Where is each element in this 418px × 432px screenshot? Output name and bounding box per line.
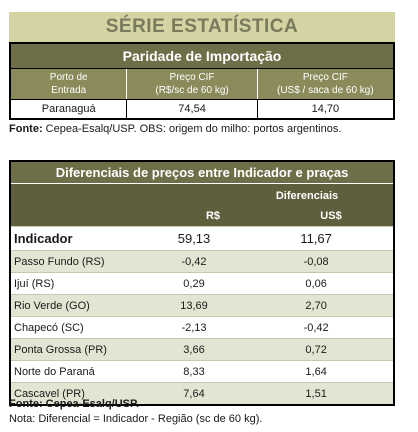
value-usd: -0,08 [303, 255, 329, 268]
table-row: Chapecó (SC) -2,13 -0,42 [11, 316, 393, 338]
value-rs: 3,66 [183, 343, 205, 356]
value-usd: 0,06 [305, 277, 327, 290]
price-differentials-table: Diferenciais de preços entre Indicador e… [9, 160, 395, 406]
value-rs: 59,13 [177, 231, 211, 246]
region-name: Ponta Grossa (PR) [14, 343, 107, 356]
table-row: Cascavel (PR) 7,64 1,51 [11, 382, 393, 404]
port-name: Paranaguá [41, 103, 96, 115]
group-header: Diferenciais [275, 190, 339, 202]
footer-notes: Fonte: Cepea-Esalq/USP. Nota: Diferencia… [9, 397, 262, 427]
differentials-header: Diferenciais R$ US$ [11, 183, 393, 226]
col-rs: R$ [205, 210, 221, 222]
value-rs: 0,29 [183, 277, 205, 290]
source-note: Fonte: Cepea-Esalq/USP. OBS: origem do m… [9, 123, 342, 135]
col-port: Porto de Entrada [49, 72, 88, 96]
price-rs-value: 74,54 [126, 100, 256, 118]
value-usd: 1,64 [305, 365, 327, 378]
col-price-usd: Preço CIF (US$ / saca de 60 kg) [256, 69, 393, 99]
table-row: Ponta Grossa (PR) 3,66 0,72 [11, 338, 393, 360]
footer-source: Fonte: Cepea-Esalq/USP. [9, 398, 139, 410]
table-row: Paranaguá 74,54 14,70 [11, 99, 393, 118]
region-name: Indicador [14, 231, 73, 246]
region-name: Chapecó (SC) [14, 321, 84, 334]
table-row: Passo Fundo (RS) -0,42 -0,08 [11, 250, 393, 272]
region-name: Passo Fundo (RS) [14, 255, 105, 268]
value-rs: 8,33 [183, 365, 205, 378]
differentials-body: Indicador 59,13 11,67 Passo Fundo (RS) -0,42… [11, 226, 393, 404]
col-usd: US$ [320, 210, 342, 222]
value-rs: -2,13 [181, 321, 207, 334]
value-rs: 7,64 [183, 387, 205, 400]
import-table-title: Paridade de Importação [11, 44, 393, 68]
value-usd: 11,67 [300, 231, 332, 246]
region-name: Rio Verde (GO) [14, 299, 90, 312]
region-name: Cascavel (PR) [14, 387, 85, 400]
region-name: Ijuí (RS) [14, 277, 55, 290]
value-usd: 1,51 [305, 387, 327, 400]
table-row: Norte do Paraná 8,33 1,64 [11, 360, 393, 382]
value-usd: -0,42 [303, 321, 329, 334]
value-rs: -0,42 [181, 255, 207, 268]
series-header: SÉRIE ESTATÍSTICA [9, 12, 395, 42]
differentials-table-title: Diferenciais de preços entre Indicador e… [11, 162, 393, 183]
value-rs: 13,69 [180, 299, 208, 312]
table-row: Ijuí (RS) 0,29 0,06 [11, 272, 393, 294]
value-usd: 0,72 [305, 343, 327, 356]
region-name: Norte do Paraná [14, 365, 95, 378]
price-usd-value: 14,70 [256, 100, 393, 118]
import-parity-table: Paridade de Importação Porto de Entrada … [9, 42, 395, 120]
value-usd: 2,70 [305, 299, 327, 312]
series-title: SÉRIE ESTATÍSTICA [105, 16, 299, 37]
table-row: Rio Verde (GO) 13,69 2,70 [11, 294, 393, 316]
table-row: Indicador 59,13 11,67 [11, 226, 393, 250]
col-price-rs: Preço CIF (R$/sc de 60 kg) [126, 69, 256, 99]
footer-nota: Nota: Diferencial = Indicador - Região (… [9, 413, 263, 425]
import-table-header: Porto de Entrada Preço CIF (R$/sc de 60 … [11, 68, 393, 99]
